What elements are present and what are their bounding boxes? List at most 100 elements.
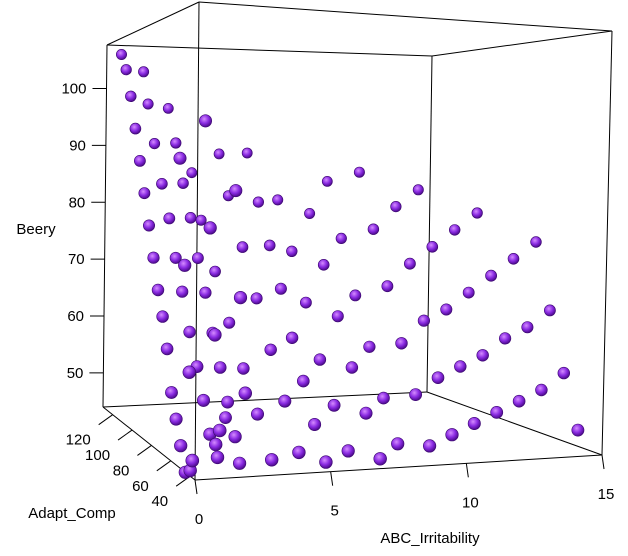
data-point <box>544 304 556 317</box>
data-point <box>471 207 483 219</box>
data-point <box>185 453 200 468</box>
data-point <box>462 286 475 299</box>
data-point <box>177 177 189 189</box>
data-point <box>221 395 234 409</box>
data-point <box>209 265 221 278</box>
data-point <box>381 280 394 293</box>
data-point <box>304 208 316 220</box>
data-point <box>412 184 424 196</box>
data-point <box>233 291 248 305</box>
data-point <box>327 398 341 412</box>
data-point <box>178 258 192 272</box>
data-point <box>445 428 459 442</box>
data-point <box>138 66 150 78</box>
data-point <box>313 353 327 366</box>
data-point <box>151 283 165 297</box>
data-point <box>138 187 151 200</box>
y-tick-label: 120 <box>66 432 91 449</box>
data-point <box>203 221 217 235</box>
box-frame <box>102 1 613 481</box>
data-point <box>233 456 247 470</box>
y-tick-label: 40 <box>151 493 168 510</box>
data-point <box>183 325 196 339</box>
z-tick-label: 70 <box>68 251 85 268</box>
data-point <box>363 340 376 353</box>
data-point <box>176 285 189 298</box>
data-point <box>341 444 355 458</box>
data-point <box>116 48 128 60</box>
data-point <box>195 214 207 226</box>
data-point <box>209 437 223 452</box>
data-point <box>237 362 250 375</box>
data-point <box>321 175 333 187</box>
z-tick-label: 50 <box>67 365 84 382</box>
data-point <box>317 258 330 271</box>
x-tick-mark <box>194 479 198 495</box>
data-point <box>210 450 225 465</box>
data-point <box>373 452 387 466</box>
data-point <box>250 292 263 305</box>
data-point <box>169 251 182 264</box>
data-point <box>423 439 437 453</box>
data-point <box>274 282 287 295</box>
axis-ticks <box>89 88 605 495</box>
data-point <box>186 167 198 179</box>
y-tick-label: 80 <box>113 462 130 479</box>
data-point <box>409 388 422 401</box>
data-point <box>125 90 137 103</box>
y-tick-mark <box>117 429 133 441</box>
data-point <box>147 251 160 264</box>
data-point <box>490 405 504 419</box>
data-point <box>163 212 176 225</box>
data-point <box>219 411 232 424</box>
z-tick-label: 80 <box>69 194 86 211</box>
z-tick-label: 60 <box>67 308 84 325</box>
data-point <box>377 391 390 405</box>
data-point <box>213 148 225 160</box>
data-point <box>191 252 204 264</box>
x-axis-title: ABC_Irritability <box>380 530 480 547</box>
data-point <box>512 394 526 408</box>
data-point <box>272 194 284 206</box>
data-point <box>165 386 178 399</box>
data-point <box>431 371 445 385</box>
z-tick-label: 90 <box>69 137 86 154</box>
data-point <box>199 114 213 128</box>
data-point <box>170 137 182 149</box>
data-point <box>335 232 347 244</box>
data-point <box>391 437 405 451</box>
x-tick-label: 0 <box>195 511 203 528</box>
x-tick-label: 10 <box>462 494 479 511</box>
data-point <box>454 360 467 373</box>
data-point <box>241 147 253 159</box>
data-point <box>251 407 265 421</box>
data-point <box>197 393 211 407</box>
data-point <box>417 314 431 327</box>
data-point <box>129 122 142 135</box>
data-point <box>229 184 243 198</box>
data-point <box>238 386 253 400</box>
data-point <box>263 239 276 252</box>
data-point <box>223 316 236 329</box>
z-tick-label: 100 <box>61 81 86 98</box>
data-point <box>174 439 188 453</box>
x-tick-mark <box>601 454 605 470</box>
data-point <box>507 252 520 265</box>
data-point <box>331 310 344 323</box>
data-point <box>403 257 416 270</box>
data-point <box>359 406 373 420</box>
data-point <box>530 236 542 248</box>
data-point <box>252 196 264 208</box>
data-point <box>426 241 439 253</box>
data-point <box>173 151 187 165</box>
x-tick-mark <box>330 471 334 486</box>
data-point <box>285 331 299 344</box>
data-point <box>286 245 298 258</box>
data-point <box>319 455 333 469</box>
y-tick-mark <box>156 460 172 472</box>
data-point <box>156 310 169 323</box>
x-tick-mark <box>465 463 469 478</box>
data-point <box>143 219 156 232</box>
data-point <box>182 365 197 379</box>
